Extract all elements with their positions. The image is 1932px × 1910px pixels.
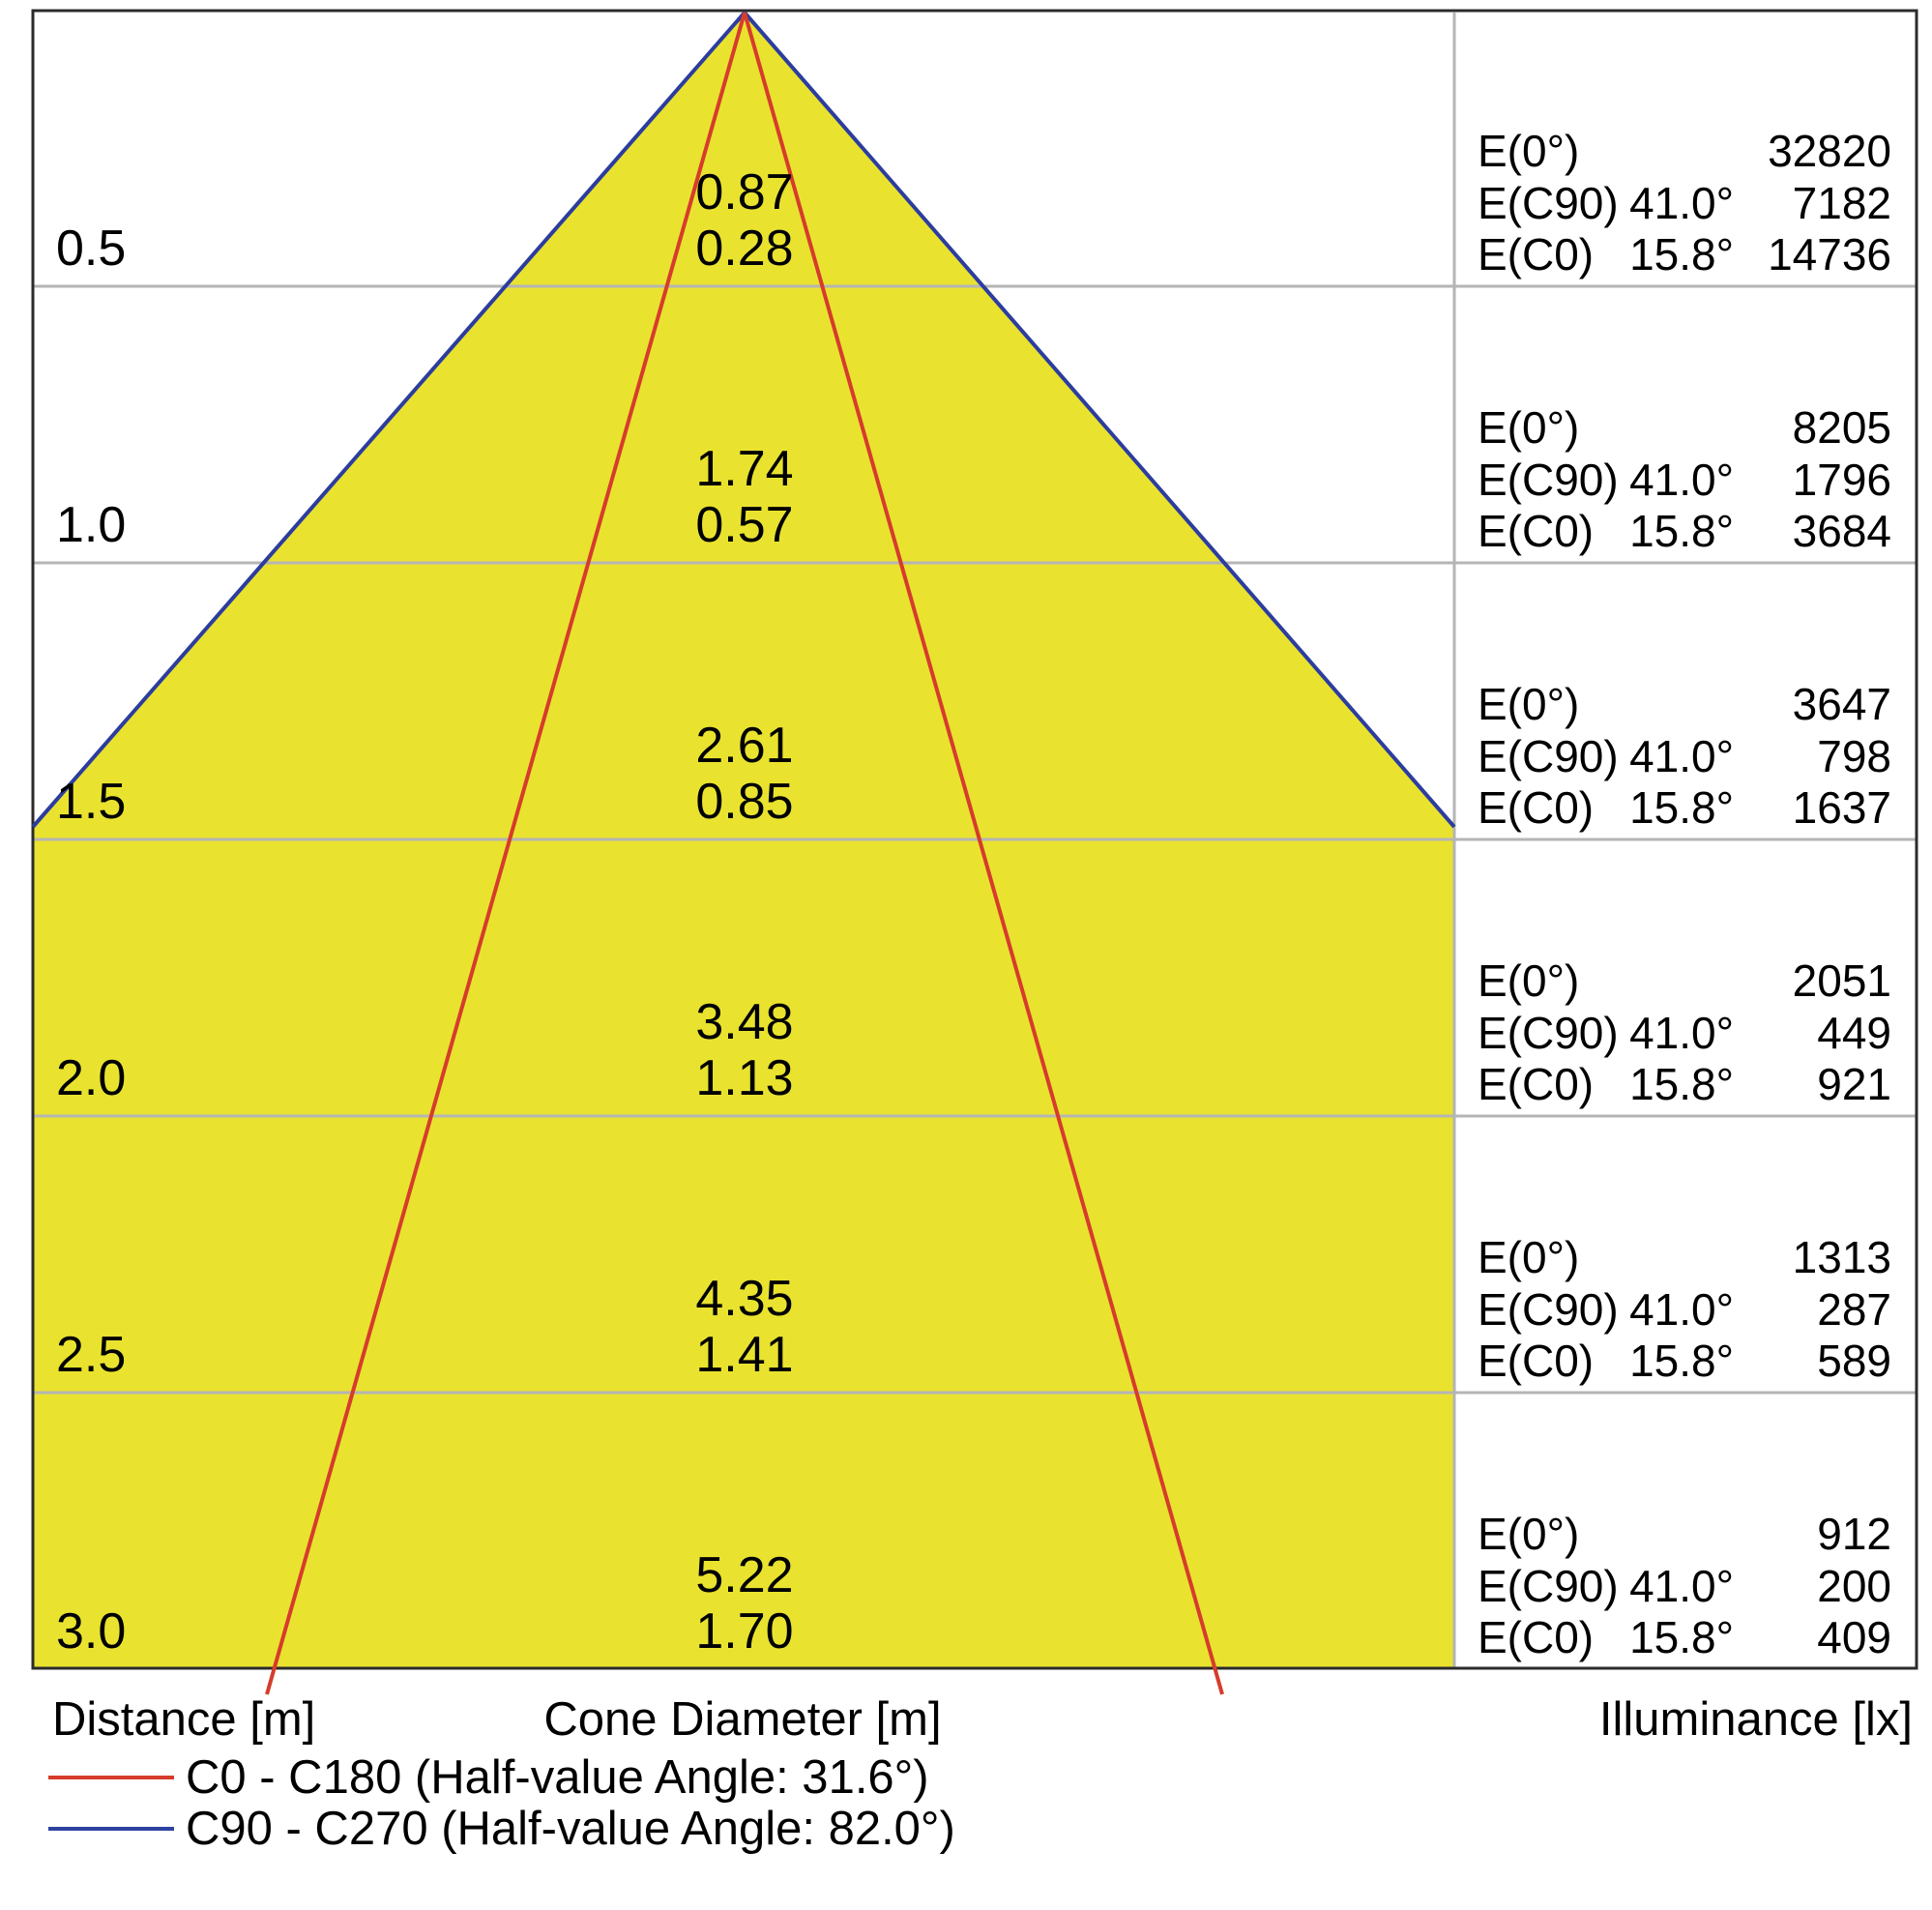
ec90-value: 798	[1817, 731, 1891, 781]
cone-diameter-c0: 1.70	[695, 1603, 793, 1660]
illuminance-axis-label: Illuminance [lx]	[1599, 1693, 1913, 1746]
ec90-label: E(C90)	[1478, 1008, 1619, 1058]
ec90-value: 7182	[1793, 178, 1891, 228]
e0-label: E(0°)	[1478, 679, 1579, 729]
diagram-border	[31, 9, 1918, 1670]
distance-label: 2.5	[56, 1327, 126, 1383]
ec0-label: E(C0)	[1478, 782, 1594, 833]
ec90-label: E(C90)	[1478, 1561, 1619, 1611]
row-0.5m: 0.5 0.87 0.28 E(0°) 32820 E(C90) 41.0° 7…	[56, 126, 1891, 279]
distance-label: 0.5	[56, 220, 126, 277]
ec90-angle: 41.0°	[1629, 178, 1734, 228]
e0-label: E(0°)	[1478, 1232, 1579, 1282]
cone-diameter-c0: 1.13	[695, 1050, 793, 1106]
ec90-angle: 41.0°	[1629, 1008, 1734, 1058]
ec90-angle: 41.0°	[1629, 1561, 1734, 1611]
legend-label-c90: C90 - C270 (Half-value Angle: 82.0°)	[186, 1803, 955, 1855]
ec0-angle: 15.8°	[1629, 1612, 1734, 1662]
beam-edge-c0-left	[265, 12, 746, 1695]
e0-value: 1313	[1793, 1232, 1891, 1282]
ec0-value: 921	[1817, 1059, 1891, 1109]
row-2.5m: 2.5 4.35 1.41 E(0°) 1313 E(C90) 41.0° 28…	[56, 1232, 1891, 1386]
ec90-label: E(C90)	[1478, 455, 1619, 505]
ec90-label: E(C90)	[1478, 178, 1619, 228]
cone-diameter-c90: 1.74	[695, 441, 793, 497]
ec0-angle: 15.8°	[1629, 1059, 1734, 1109]
cone-diameter-c90: 2.61	[695, 718, 793, 774]
ec0-value: 14736	[1768, 229, 1891, 279]
distance-label: 2.0	[56, 1050, 126, 1106]
legend-label-c0: C0 - C180 (Half-value Angle: 31.6°)	[186, 1751, 929, 1804]
ec90-angle: 41.0°	[1629, 731, 1734, 781]
ec90-label: E(C90)	[1478, 731, 1619, 781]
e0-value: 912	[1817, 1509, 1891, 1559]
distance-label: 3.0	[56, 1603, 126, 1660]
e0-label: E(0°)	[1478, 1509, 1579, 1559]
e0-value: 2051	[1793, 955, 1891, 1006]
cone-diameter-c90: 5.22	[695, 1547, 793, 1603]
distance-label: 1.5	[56, 774, 126, 830]
beam-edge-c0-right	[743, 12, 1224, 1695]
ec90-label: E(C90)	[1478, 1284, 1619, 1335]
ec0-label: E(C0)	[1478, 1059, 1594, 1109]
cone-diameter-c0: 0.85	[695, 774, 793, 830]
e0-label: E(0°)	[1478, 126, 1579, 176]
e0-value: 32820	[1768, 126, 1891, 176]
ec90-value: 287	[1817, 1284, 1891, 1335]
distance-axis-label: Distance [m]	[52, 1693, 315, 1746]
ec90-value: 449	[1817, 1008, 1891, 1058]
ec90-angle: 41.0°	[1629, 455, 1734, 505]
cone-diameter-axis-label: Cone Diameter [m]	[543, 1693, 941, 1746]
ec0-value: 409	[1817, 1612, 1891, 1662]
beam-edge-c90-left	[31, 11, 746, 829]
row-1.5m: 1.5 2.61 0.85 E(0°) 3647 E(C90) 41.0° 79…	[56, 679, 1891, 833]
cone-diameter-c0: 1.41	[695, 1327, 793, 1383]
ec0-angle: 15.8°	[1629, 1336, 1734, 1386]
row-grid-lines	[34, 13, 1916, 1667]
cone-diameter-c90: 4.35	[695, 1271, 793, 1327]
ec0-value: 589	[1817, 1336, 1891, 1386]
ec90-angle: 41.0°	[1629, 1284, 1734, 1335]
e0-label: E(0°)	[1478, 402, 1579, 453]
cone-diameter-c90: 0.87	[695, 164, 793, 220]
ec0-angle: 15.8°	[1629, 782, 1734, 833]
column-labels: Distance [m] Cone Diameter [m] Illuminan…	[52, 1693, 1913, 1746]
ec0-label: E(C0)	[1478, 506, 1594, 556]
row-3.0m: 3.0 5.22 1.70 E(0°) 912 E(C90) 41.0° 200…	[56, 1509, 1891, 1662]
e0-value: 3647	[1793, 679, 1891, 729]
distance-label: 1.0	[56, 497, 126, 553]
cone-diameter-c90: 3.48	[695, 994, 793, 1050]
cone-diameter-c0: 0.28	[695, 220, 793, 277]
ec0-value: 1637	[1793, 782, 1891, 833]
row-2.0m: 2.0 3.48 1.13 E(0°) 2051 E(C90) 41.0° 44…	[56, 955, 1891, 1109]
ec90-value: 1796	[1793, 455, 1891, 505]
ec0-label: E(C0)	[1478, 1336, 1594, 1386]
ec0-label: E(C0)	[1478, 229, 1594, 279]
e0-label: E(0°)	[1478, 955, 1579, 1006]
ec90-value: 200	[1817, 1561, 1891, 1611]
ec0-value: 3684	[1793, 506, 1891, 556]
cone-diameter-c0: 0.57	[695, 497, 793, 553]
ec0-label: E(C0)	[1478, 1612, 1594, 1662]
e0-value: 8205	[1793, 402, 1891, 453]
ec0-angle: 15.8°	[1629, 506, 1734, 556]
row-1.0m: 1.0 1.74 0.57 E(0°) 8205 E(C90) 41.0° 17…	[56, 402, 1891, 556]
ec0-angle: 15.8°	[1629, 229, 1734, 279]
legend: C0 - C180 (Half-value Angle: 31.6°) C90 …	[48, 1751, 955, 1855]
beam-edge-c90-right	[743, 11, 1456, 829]
